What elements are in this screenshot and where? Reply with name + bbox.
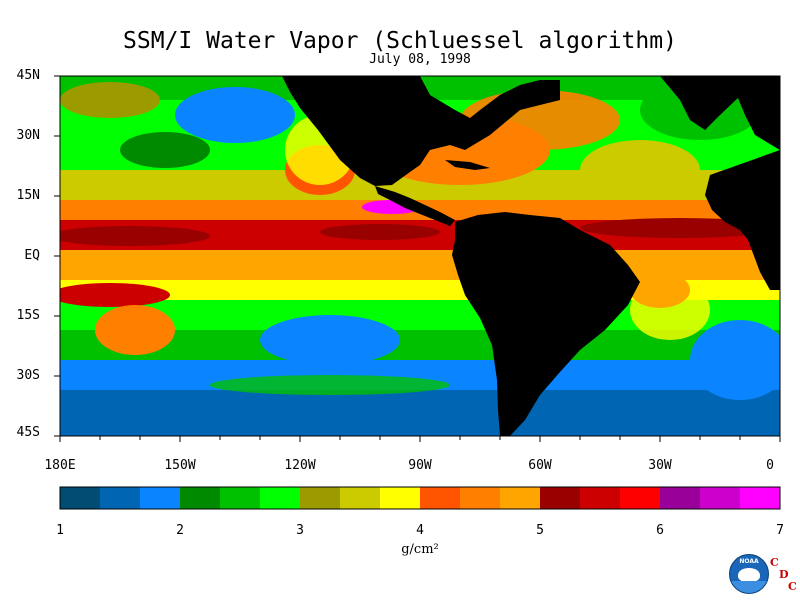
colorbar-swatch-3 <box>180 487 221 509</box>
lat-label-eq: EQ <box>24 248 40 263</box>
lat-label-45s: 45S <box>16 425 40 440</box>
colorbar-swatch-13 <box>580 487 621 509</box>
colorbar-swatch-0 <box>60 487 101 509</box>
lon-label-90w: 90W <box>408 458 432 473</box>
colorbar-label-1: 1 <box>56 523 64 538</box>
cdc-letter-c1: C <box>770 556 779 569</box>
noaa-logo: NOAA <box>729 554 769 594</box>
lon-label-0: 0 <box>766 458 774 473</box>
colorbar-swatch-4 <box>220 487 261 509</box>
colorbar-swatch-17 <box>740 487 781 509</box>
colorbar-swatch-15 <box>660 487 701 509</box>
central-america <box>375 186 455 226</box>
lon-label-60w: 60W <box>528 458 552 473</box>
blue-pool-npac-2 <box>120 132 210 168</box>
colorbar-label-5: 5 <box>536 523 544 538</box>
colorbar-label-4: 4 <box>416 523 424 538</box>
band-35s <box>60 390 780 436</box>
colorbar-units: g/cm² <box>401 542 439 557</box>
colorbar-label-7: 7 <box>776 523 784 538</box>
colorbar-swatch-14 <box>620 487 661 509</box>
red-spcz <box>60 283 170 307</box>
red-itcz-west <box>60 226 210 246</box>
map-date: July 08, 1998 <box>369 52 471 67</box>
north-america <box>282 76 560 186</box>
colorbar-swatch-12 <box>540 487 581 509</box>
cdc-letter-c2: C <box>788 580 797 593</box>
yellow-nw-pac <box>60 82 160 118</box>
blue-satl <box>690 320 780 400</box>
colorbar-swatch-8 <box>380 487 421 509</box>
colorbar-label-3: 3 <box>296 523 304 538</box>
orange-spcz <box>95 305 175 355</box>
colorbar-swatch-1 <box>100 487 141 509</box>
lon-label-30w: 30W <box>648 458 672 473</box>
colorbar-swatch-6 <box>300 487 341 509</box>
noaa-logo-text: NOAA <box>739 558 759 565</box>
colorbar-swatch-9 <box>420 487 461 509</box>
colorbar-swatch-11 <box>500 487 541 509</box>
lat-label-15s: 15S <box>16 308 40 323</box>
tick-marks <box>54 75 781 442</box>
colorbar-label-6: 6 <box>656 523 664 538</box>
lon-label-120w: 120W <box>284 458 316 473</box>
lat-label-15n: 15N <box>16 188 40 203</box>
colorbar <box>60 487 781 509</box>
red-itcz-east <box>320 224 440 240</box>
cdc-letter-d: D <box>779 568 789 581</box>
green-south-band <box>210 375 450 395</box>
cuba <box>445 160 490 170</box>
greenland <box>660 76 745 130</box>
map-title: SSM/I Water Vapor (Schluessel algorithm) <box>123 28 677 54</box>
noaa-bird-icon <box>738 568 760 582</box>
noaa-sea-icon <box>730 581 768 593</box>
yellow-natl <box>580 140 700 200</box>
colorbar-label-2: 2 <box>176 523 184 538</box>
colorbar-swatch-10 <box>460 487 501 509</box>
colorbar-frame <box>59 486 781 510</box>
south-america <box>452 212 640 436</box>
africa <box>705 150 780 290</box>
colorbar-swatch-2 <box>140 487 181 509</box>
colorbar-swatch-5 <box>260 487 301 509</box>
blue-pool-npac <box>175 87 295 143</box>
lon-label-150w: 150W <box>164 458 196 473</box>
lat-label-45n: 45N <box>16 68 40 83</box>
orange-satl <box>630 272 690 308</box>
europe <box>735 76 780 150</box>
colorbar-swatch-16 <box>700 487 741 509</box>
lon-label-180e: 180E <box>44 458 76 473</box>
lat-label-30s: 30S <box>16 368 40 383</box>
lat-label-30n: 30N <box>16 128 40 143</box>
blue-se-pac <box>260 315 400 365</box>
colorbar-swatch-7 <box>340 487 381 509</box>
